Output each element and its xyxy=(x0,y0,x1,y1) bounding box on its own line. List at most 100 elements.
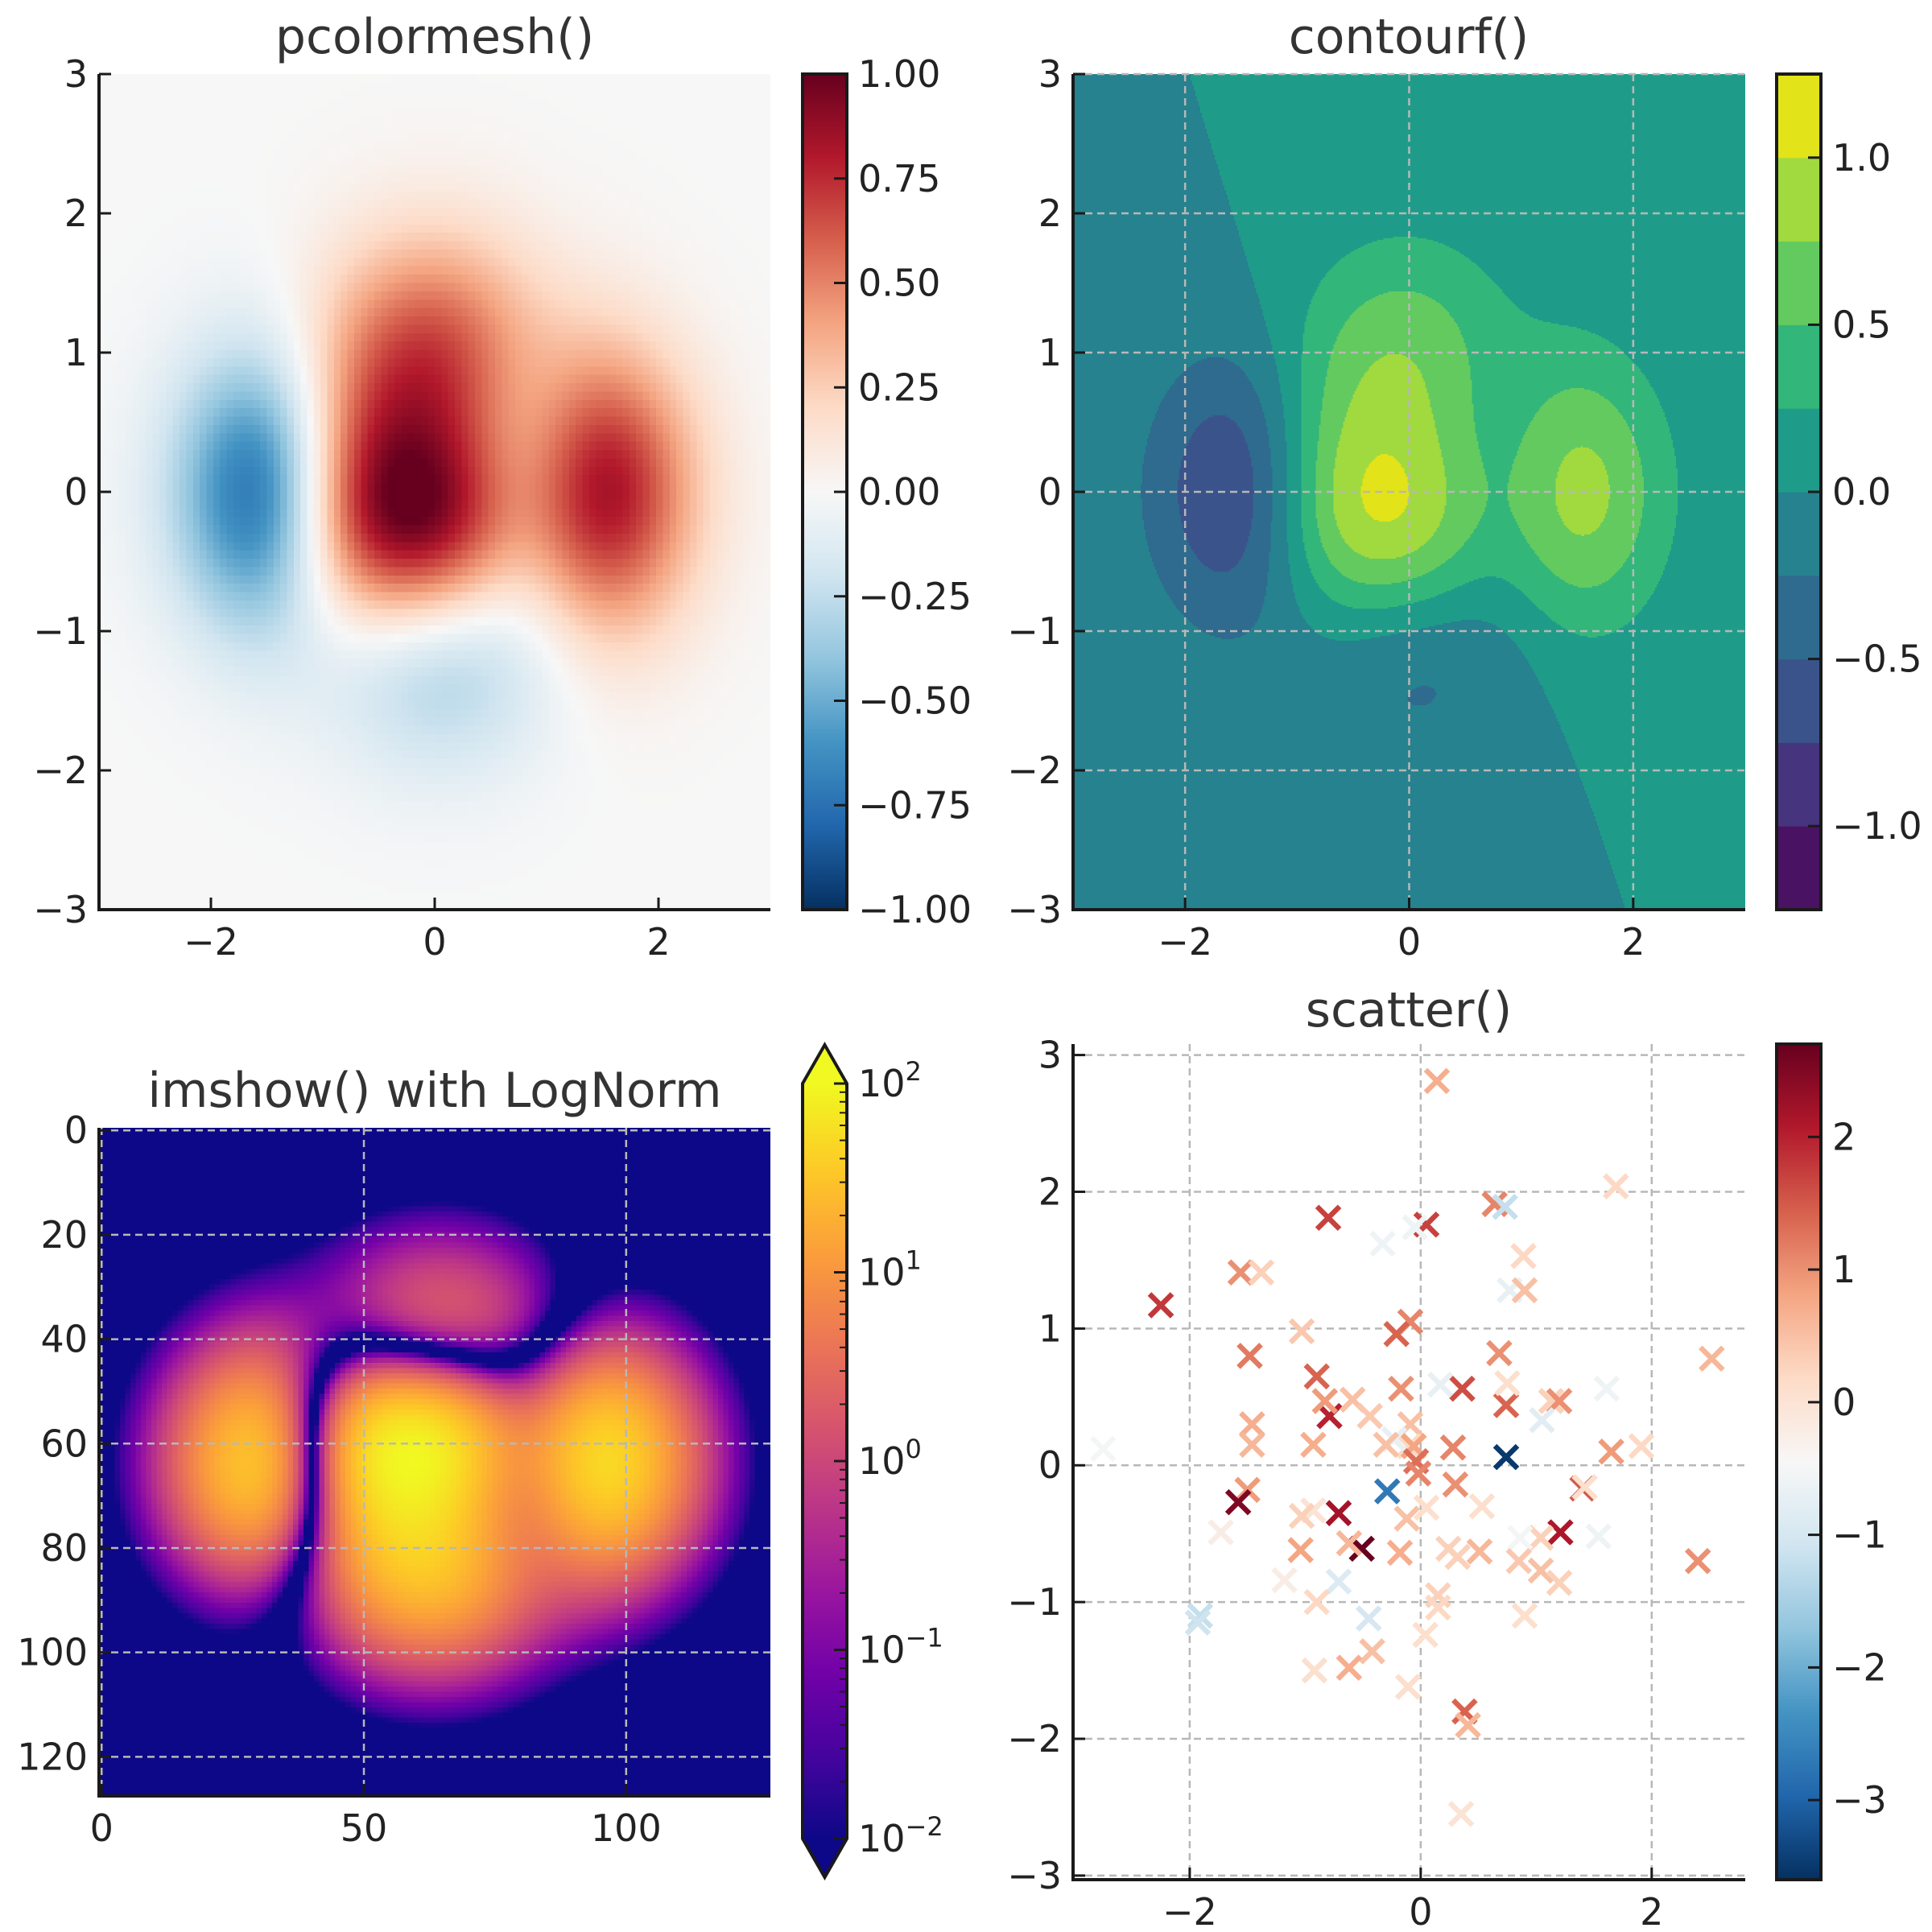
imshow-colorbar-tick-label: 10−1 xyxy=(858,1623,943,1672)
scatter-xtick-label: 2 xyxy=(1640,1890,1663,1932)
pcolormesh-heatmap xyxy=(99,74,770,910)
pcolormesh-ytick-label: 3 xyxy=(64,52,88,96)
contourf-colorbar-band xyxy=(1777,492,1821,576)
scatter-point xyxy=(1494,1370,1521,1397)
scatter-point xyxy=(1287,1537,1314,1563)
pcolormesh-colorbar-tick-label: 1.00 xyxy=(858,52,940,96)
scatter-point xyxy=(1510,1243,1537,1269)
scatter-point xyxy=(1303,1363,1331,1390)
scatter-colorbar-tick-label: −1 xyxy=(1832,1513,1887,1557)
imshow-colorbar-tick-label: 10−2 xyxy=(858,1811,943,1860)
scatter-point xyxy=(1593,1375,1620,1402)
contourf-colorbar-band xyxy=(1777,742,1821,827)
scatter-point xyxy=(1355,1605,1382,1632)
scatter-point xyxy=(1303,1588,1331,1616)
scatter-point xyxy=(1426,1371,1454,1398)
contourf-colorbar-tick-label: 1.0 xyxy=(1832,136,1891,180)
contourf-colorbar-tick-label: −0.5 xyxy=(1832,638,1922,681)
pcolormesh-colorbar: −1.00 −0.75 −0.50 −0.25 0.00 0.25 0.50 0.75 1.00 xyxy=(801,52,972,931)
contourf-ytick-label: −2 xyxy=(1007,749,1062,792)
imshow-ytick-label: 40 xyxy=(40,1318,88,1361)
scatter-point xyxy=(1405,1460,1432,1487)
scatter-axes: −2 0 2 −3 −2 −1 0 1 2 3 xyxy=(1007,1034,1745,1932)
scatter-point xyxy=(1386,1539,1414,1567)
scatter-ytick-label: 1 xyxy=(1038,1307,1062,1350)
scatter-point xyxy=(1373,1478,1401,1505)
scatter-point xyxy=(1492,1392,1520,1418)
scatter-point xyxy=(1090,1435,1117,1463)
scatter-point xyxy=(1239,1431,1265,1459)
contourf-colorbar-band xyxy=(1777,324,1821,409)
imshow-colorbar-extend-min xyxy=(803,1839,847,1877)
scatter-point xyxy=(1311,1388,1339,1414)
imshow-colorbar-tick-label: 101 xyxy=(858,1245,922,1294)
scatter-point xyxy=(1425,1594,1451,1621)
contourf-colorbar-band xyxy=(1777,575,1821,660)
pcolormesh-axes: −2 0 2 −3 −2 −1 0 1 2 3 xyxy=(33,52,770,964)
scatter-point xyxy=(1288,1318,1315,1345)
scatter-points xyxy=(1090,1067,1725,1827)
imshow-ytick-label: 100 xyxy=(17,1631,88,1674)
contourf-colorbar-band xyxy=(1777,74,1821,159)
scatter-point xyxy=(1248,1259,1275,1286)
tick-exponent: −1 xyxy=(906,1623,943,1653)
contourf-colorbar-band xyxy=(1777,408,1821,493)
scatter-point xyxy=(1684,1547,1711,1575)
imshow-ytick-label: 60 xyxy=(40,1422,88,1465)
scatter-point xyxy=(1316,1402,1343,1430)
contourf-ytick-label: 2 xyxy=(1038,192,1062,235)
tick-exponent: −2 xyxy=(906,1811,943,1842)
tick-base: 10 xyxy=(858,1629,906,1672)
imshow-image xyxy=(99,1128,770,1796)
contourf-colorbar-tick-label: −1.0 xyxy=(1832,804,1922,848)
pcolormesh-colorbar-tick-label: −0.50 xyxy=(858,679,972,723)
scatter-colorbar-tick-label: 0 xyxy=(1832,1381,1856,1424)
pcolormesh-xtick-label: 2 xyxy=(646,920,670,964)
scatter-xtick-label: −2 xyxy=(1162,1890,1217,1932)
scatter-ytick-label: 0 xyxy=(1038,1443,1062,1487)
scatter-colorbar: −3 −2 −1 0 1 2 xyxy=(1775,1042,1887,1881)
tick-exponent: 0 xyxy=(906,1434,922,1464)
scatter-point xyxy=(1447,1801,1475,1827)
scatter-point xyxy=(1412,1621,1439,1649)
tick-base: 10 xyxy=(858,1439,906,1483)
scatter-point xyxy=(1356,1402,1384,1430)
contourf-colorbar-tick-label: 0.5 xyxy=(1832,303,1891,346)
scatter-colorbar-tick-label: 1 xyxy=(1832,1248,1856,1291)
scatter-title: scatter() xyxy=(1306,982,1512,1038)
scatter-point xyxy=(1315,1204,1342,1232)
contourf-axes: −2 0 2 −3 −2 −1 0 1 2 3 xyxy=(1007,52,1745,964)
scatter-ytick-label: −2 xyxy=(1007,1717,1062,1761)
scatter-point xyxy=(1527,1524,1554,1551)
scatter-point xyxy=(1383,1320,1410,1348)
pcolormesh-ytick-label: 1 xyxy=(64,331,88,374)
scatter-colorbar-tick-label: −3 xyxy=(1832,1778,1887,1822)
scatter-point xyxy=(1603,1173,1629,1199)
imshow-ytick-label: 80 xyxy=(40,1526,88,1570)
scatter-ytick-label: 3 xyxy=(1038,1034,1062,1077)
scatter-point xyxy=(1449,1375,1476,1402)
pcolormesh-colorbar-tick-label: 0.75 xyxy=(858,157,940,200)
scatter-point xyxy=(1585,1523,1612,1550)
contourf-ytick-label: 0 xyxy=(1038,470,1062,514)
contourf-colorbar: −1.0 −0.5 0.0 0.5 1.0 xyxy=(1775,72,1922,911)
scatter-point xyxy=(1423,1067,1451,1095)
tick-base: 10 xyxy=(858,1251,906,1294)
scatter-point xyxy=(1227,1259,1254,1286)
contourf-xtick-label: −2 xyxy=(1158,920,1212,964)
tick-base: 10 xyxy=(858,1817,906,1860)
pcolormesh-colorbar-tick-label: 0.25 xyxy=(858,365,940,409)
contourf-title: contourf() xyxy=(1289,9,1530,65)
pcolormesh-xtick-label: 0 xyxy=(423,920,446,964)
scatter-point xyxy=(1239,1410,1265,1438)
pcolormesh-colorbar-tick-label: 0.50 xyxy=(858,262,940,305)
scatter-point xyxy=(1208,1519,1234,1546)
imshow-colorbar-extend-max xyxy=(803,1045,847,1084)
scatter-xtick-label: 0 xyxy=(1409,1890,1432,1932)
contourf-colorbar-band xyxy=(1777,157,1821,242)
scatter-point xyxy=(1393,1505,1420,1532)
scatter-point xyxy=(1301,1657,1328,1684)
scatter-point xyxy=(1388,1375,1414,1402)
